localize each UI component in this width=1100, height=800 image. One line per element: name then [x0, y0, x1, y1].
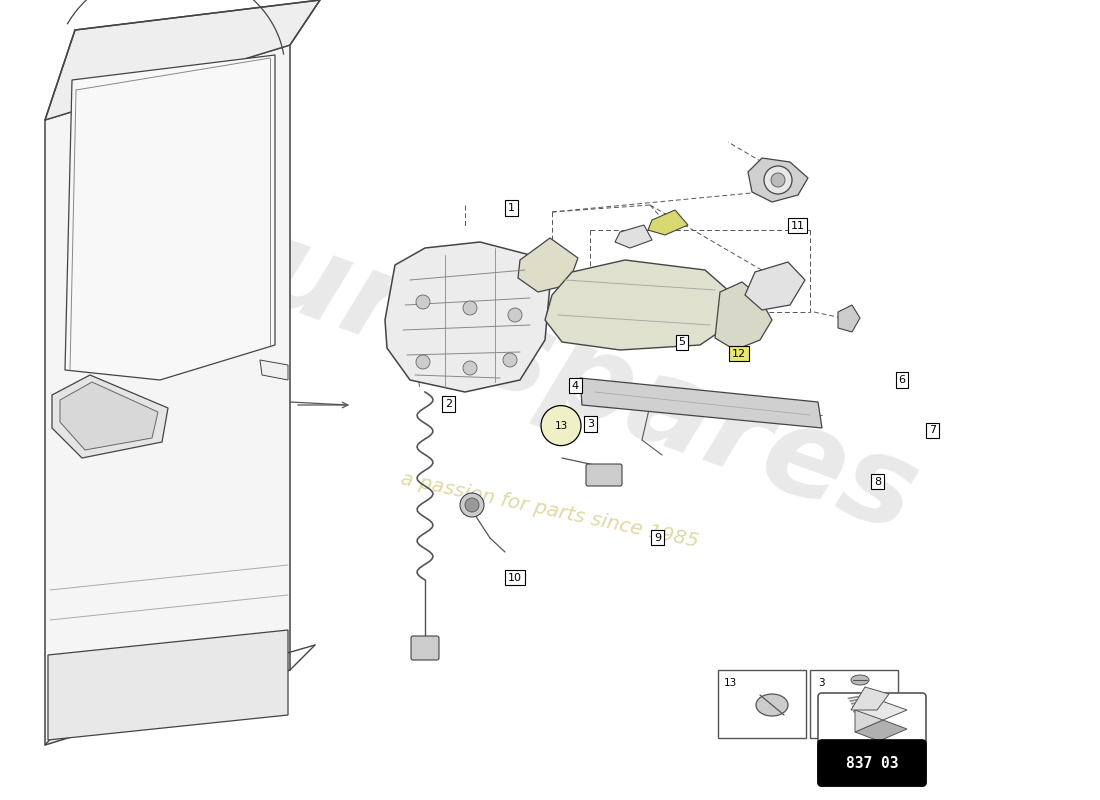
Text: 3: 3 [587, 419, 594, 429]
FancyBboxPatch shape [810, 670, 898, 738]
Text: 4: 4 [572, 381, 579, 390]
Circle shape [764, 166, 792, 194]
Circle shape [460, 493, 484, 517]
Text: eurospares: eurospares [167, 183, 933, 557]
Circle shape [508, 308, 522, 322]
Text: 13: 13 [724, 678, 737, 688]
Polygon shape [60, 382, 158, 450]
Text: 10: 10 [508, 573, 521, 582]
Circle shape [416, 355, 430, 369]
Text: 11: 11 [791, 221, 804, 230]
Polygon shape [615, 225, 652, 248]
Polygon shape [838, 305, 860, 332]
Polygon shape [715, 282, 772, 350]
Polygon shape [745, 262, 805, 310]
Text: 2: 2 [446, 399, 452, 409]
Polygon shape [544, 260, 730, 350]
Polygon shape [855, 720, 908, 741]
Polygon shape [52, 375, 168, 458]
Polygon shape [580, 378, 822, 428]
Circle shape [465, 498, 478, 512]
Text: 6: 6 [899, 375, 905, 385]
Text: 837 03: 837 03 [846, 755, 899, 770]
FancyBboxPatch shape [818, 693, 926, 786]
Text: 7: 7 [930, 426, 936, 435]
Circle shape [463, 301, 477, 315]
Circle shape [463, 361, 477, 375]
Polygon shape [385, 242, 550, 392]
Ellipse shape [756, 694, 788, 716]
Circle shape [416, 295, 430, 309]
Circle shape [771, 173, 785, 187]
Polygon shape [260, 360, 288, 380]
FancyBboxPatch shape [818, 740, 926, 786]
Text: 5: 5 [679, 338, 685, 347]
Polygon shape [851, 687, 889, 710]
Text: a passion for parts since 1985: a passion for parts since 1985 [399, 469, 701, 551]
FancyBboxPatch shape [718, 670, 806, 738]
Circle shape [541, 406, 581, 446]
Ellipse shape [851, 675, 869, 685]
Text: 9: 9 [654, 533, 661, 542]
Polygon shape [45, 0, 320, 120]
Polygon shape [65, 55, 275, 380]
Circle shape [503, 353, 517, 367]
Text: 13: 13 [554, 421, 568, 430]
Polygon shape [648, 210, 688, 235]
Polygon shape [48, 630, 288, 740]
Text: 3: 3 [818, 678, 825, 688]
Polygon shape [45, 45, 290, 745]
Polygon shape [855, 698, 883, 732]
Polygon shape [855, 700, 908, 720]
Polygon shape [748, 158, 808, 202]
FancyBboxPatch shape [411, 636, 439, 660]
FancyBboxPatch shape [586, 464, 622, 486]
Text: 8: 8 [874, 477, 881, 486]
Text: 1: 1 [508, 203, 515, 213]
Text: 12: 12 [733, 349, 746, 358]
Polygon shape [518, 238, 578, 292]
